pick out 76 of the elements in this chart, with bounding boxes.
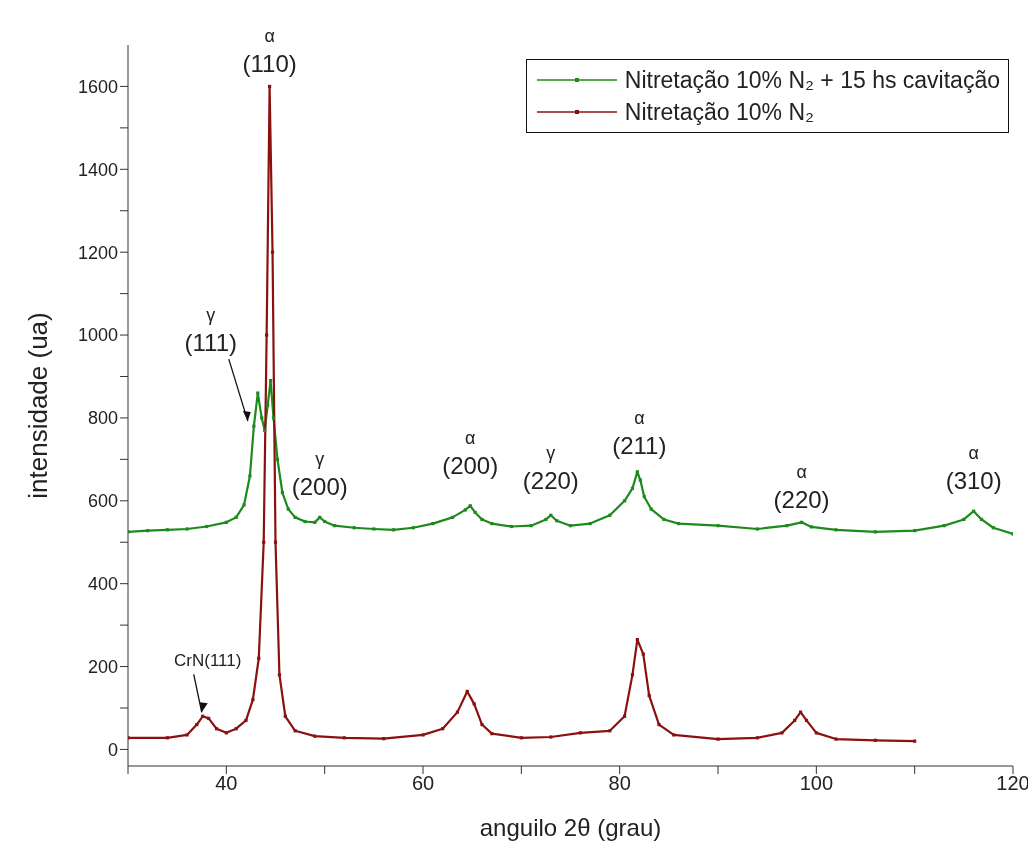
point xyxy=(814,731,818,735)
x-tick-label: 60 xyxy=(411,772,435,795)
point xyxy=(257,656,261,660)
point xyxy=(635,638,639,642)
y-tick-label: 400 xyxy=(87,574,118,595)
point xyxy=(262,540,266,544)
y-tick-label: 1200 xyxy=(77,242,118,263)
legend-label: Nitretação 10% N₂ xyxy=(624,98,814,126)
point xyxy=(472,702,476,706)
point xyxy=(165,736,169,740)
point xyxy=(244,718,248,723)
x-tick-label: 100 xyxy=(799,772,834,795)
point xyxy=(342,736,346,740)
point xyxy=(195,722,199,727)
point xyxy=(913,739,917,743)
x-tick-label: 80 xyxy=(608,772,631,795)
point xyxy=(201,714,205,718)
point xyxy=(382,737,386,741)
point xyxy=(799,710,803,714)
point xyxy=(716,737,720,741)
point xyxy=(647,693,651,698)
annotation: α (200) xyxy=(442,427,499,479)
annotation: γ (200) xyxy=(291,449,348,501)
x-axis-title: anguilo 2θ (grau) xyxy=(479,814,662,841)
annotation: α (310) xyxy=(945,443,1002,495)
point xyxy=(630,673,635,677)
point xyxy=(268,84,272,89)
y-tick-label: 1400 xyxy=(77,159,118,180)
point xyxy=(277,673,282,677)
point xyxy=(293,729,297,733)
point xyxy=(421,733,425,737)
point xyxy=(873,738,877,742)
y-tick-label: 0 xyxy=(107,739,118,760)
point xyxy=(270,250,275,254)
legend-label: Nitretação 10% N₂ + 15 hs cavitação xyxy=(624,66,1000,94)
point xyxy=(755,736,759,740)
point xyxy=(804,718,809,723)
point xyxy=(793,718,797,723)
point xyxy=(214,727,219,731)
point xyxy=(641,652,645,656)
point xyxy=(234,727,238,731)
point xyxy=(549,735,553,739)
y-tick-label: 600 xyxy=(87,491,118,512)
point xyxy=(441,727,445,731)
point xyxy=(283,714,287,718)
point xyxy=(672,733,676,737)
point xyxy=(207,716,211,720)
annotation: α (110) xyxy=(242,26,297,78)
point xyxy=(622,714,627,718)
point xyxy=(265,333,269,337)
point xyxy=(490,732,494,736)
y-tick-label: 200 xyxy=(87,656,118,677)
annotation: CrN(111) xyxy=(174,651,242,671)
point xyxy=(480,722,484,727)
point xyxy=(578,731,582,735)
x-tick-label: 120 xyxy=(996,772,1030,795)
point xyxy=(224,731,228,735)
point xyxy=(780,731,784,735)
y-tick-label: 1600 xyxy=(77,76,118,97)
annotation: γ (111) xyxy=(184,305,238,357)
annotation: γ (220) xyxy=(522,443,579,495)
x-tick-label: 40 xyxy=(215,772,238,795)
point xyxy=(313,734,317,738)
point xyxy=(465,689,469,694)
point xyxy=(455,710,460,714)
point xyxy=(834,737,838,741)
y-tick-label: 800 xyxy=(87,408,118,429)
y-axis-title: intensidade (ua) xyxy=(23,312,54,499)
point xyxy=(608,729,612,733)
annotation: α (211) xyxy=(612,407,667,459)
point xyxy=(185,733,189,737)
point xyxy=(657,722,661,727)
point xyxy=(251,698,255,702)
y-tick-label: 1000 xyxy=(77,325,118,346)
point xyxy=(519,736,523,740)
annotation: α (220) xyxy=(773,462,830,514)
